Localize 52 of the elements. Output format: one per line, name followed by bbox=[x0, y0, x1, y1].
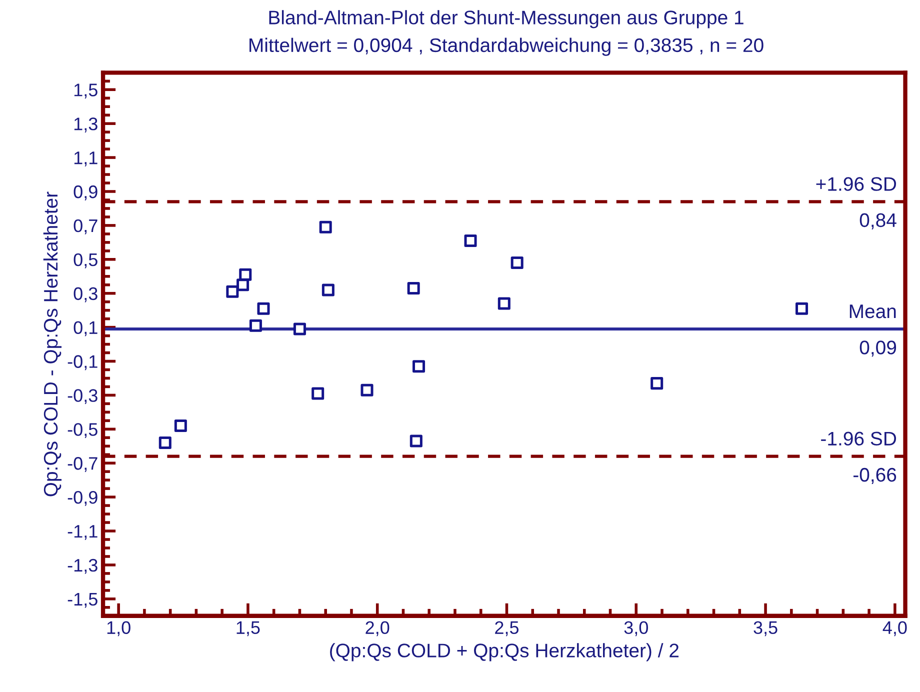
y-tick-label: 1,5 bbox=[74, 84, 98, 98]
y-tick-label: 0,3 bbox=[74, 287, 98, 302]
point bbox=[407, 282, 420, 295]
point bbox=[226, 285, 239, 298]
y-tick-label: 1,1 bbox=[74, 152, 98, 166]
point bbox=[510, 256, 524, 270]
point bbox=[249, 319, 262, 332]
y-tick-label: -0,7 bbox=[68, 457, 98, 472]
y-tick-label: 0,7 bbox=[74, 219, 98, 234]
point bbox=[312, 387, 324, 400]
y-tick-label: 0,5 bbox=[74, 253, 98, 268]
y-tick-label: 1,3 bbox=[74, 118, 98, 132]
x-tick-label: 1,5 bbox=[236, 621, 260, 636]
y-tick-label: -0,9 bbox=[68, 490, 98, 506]
point bbox=[410, 434, 422, 448]
point bbox=[360, 384, 374, 396]
x-tick-label: 1,0 bbox=[107, 621, 130, 636]
annotation: -0,66 bbox=[853, 468, 896, 484]
ref-line-label: +1.96 SD bbox=[816, 177, 896, 191]
ref-line-label: Mean bbox=[850, 304, 896, 318]
point bbox=[319, 220, 332, 234]
point bbox=[796, 302, 808, 315]
ref-line-label: -1.96 SD bbox=[821, 432, 896, 446]
point bbox=[293, 322, 306, 336]
y-tick-label: -1,5 bbox=[68, 593, 98, 608]
x-tick-label: 3,5 bbox=[754, 621, 778, 636]
x-axis-title: (Qp:Qs COLD + Qp:Qs Herzkatheter) / 2 bbox=[330, 643, 679, 662]
chart-subtitle: Mittelwert = 0,0904 , Standardabweichung = 0,3835 , n = 20 bbox=[250, 38, 764, 56]
y-tick-label: -0,5 bbox=[68, 423, 98, 438]
y-tick-label: -0,3 bbox=[68, 389, 98, 404]
point bbox=[239, 268, 252, 281]
y-axis-title: Qp:Qs COLD - Qp:Qs Herzkatheter bbox=[43, 192, 62, 496]
point bbox=[498, 297, 510, 310]
y-tick-label: -0,1 bbox=[68, 355, 98, 370]
annotation: 0,09 bbox=[860, 340, 896, 357]
chart-title: Bland-Altman-Plot der Shunt-Messungen aus Gruppe 1 bbox=[269, 10, 744, 28]
y-tick-label: 0,1 bbox=[74, 321, 98, 336]
point bbox=[412, 360, 426, 373]
point bbox=[158, 436, 172, 449]
x-tick-label: 4,0 bbox=[882, 621, 907, 636]
x-tick-label: 3,0 bbox=[624, 621, 648, 636]
x-tick-label: 2,0 bbox=[366, 621, 390, 636]
y-tick-label: 0,9 bbox=[74, 185, 98, 200]
x-tick-label: 2,5 bbox=[495, 621, 519, 636]
y-tick-label: -1,3 bbox=[68, 558, 98, 574]
point bbox=[322, 284, 334, 296]
point bbox=[257, 302, 270, 315]
annotation: 0,84 bbox=[860, 213, 896, 230]
y-tick-label: -1,1 bbox=[68, 525, 98, 540]
point bbox=[464, 234, 477, 247]
point bbox=[650, 377, 664, 390]
point bbox=[174, 419, 187, 432]
